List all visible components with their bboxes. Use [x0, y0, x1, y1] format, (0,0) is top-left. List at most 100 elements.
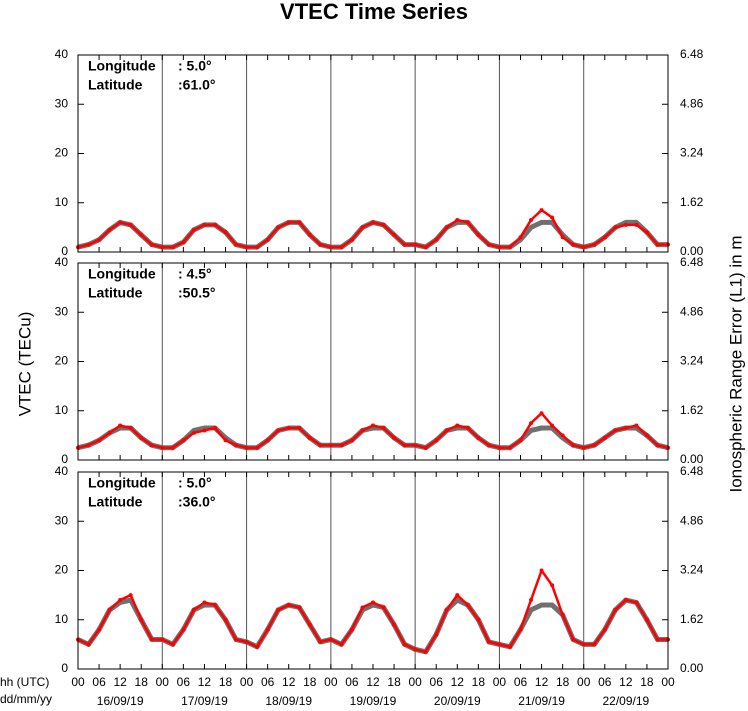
vtec-point [181, 438, 186, 443]
x-tick-label: 06 [177, 675, 191, 689]
annotation: Latitude [88, 77, 143, 93]
y2-tick-label: 6.48 [680, 464, 704, 478]
vtec-point [623, 425, 628, 430]
vtec-point [381, 605, 386, 610]
y-tick-label: 20 [55, 563, 69, 577]
date-label: 17/09/19 [181, 694, 228, 708]
annotation: Longitude [88, 58, 156, 74]
y-tick-label: 10 [55, 403, 69, 417]
vtec-point [476, 617, 481, 622]
vtec-point [286, 602, 291, 607]
vtec-point [402, 642, 407, 647]
vtec-point [191, 607, 196, 612]
vtec-point [360, 428, 365, 433]
vtec-point [423, 445, 428, 450]
x-tick-label: 06 [345, 675, 359, 689]
vtec-point [244, 445, 249, 450]
reference-line [77, 425, 669, 451]
vtec-point [486, 639, 491, 644]
y2-tick-label: 4.86 [680, 96, 704, 110]
vtec-point [149, 242, 154, 247]
vtec-point [518, 235, 523, 240]
y-tick-label: 0 [61, 661, 68, 675]
vtec-point [191, 430, 196, 435]
vtec-point [392, 232, 397, 237]
vtec-point [318, 639, 323, 644]
vtec-point [644, 617, 649, 622]
vtec-point [128, 222, 133, 227]
vtec-point [413, 242, 418, 247]
vtec-point [139, 617, 144, 622]
vtec-point [349, 438, 354, 443]
vtec-point [581, 642, 586, 647]
x-tick-label: 00 [71, 675, 85, 689]
y-tick-label: 30 [55, 513, 69, 527]
vtec-point [476, 435, 481, 440]
vtec-point [128, 425, 133, 430]
vtec-point [86, 443, 91, 448]
vtec-point [560, 235, 565, 240]
annotation: : 5.0° [178, 475, 212, 491]
vtec-point [392, 435, 397, 440]
x-tick-label: 12 [282, 675, 296, 689]
vtec-point [423, 649, 428, 654]
x-axis-label: hh (UTC) [0, 675, 49, 689]
y2-tick-label: 1.62 [680, 195, 704, 209]
vtec-point [118, 598, 123, 603]
vtec-point [202, 222, 207, 227]
y2-tick-label: 0.00 [680, 244, 704, 258]
panel-frame [77, 262, 669, 461]
y-tick-label: 10 [55, 612, 69, 626]
vtec-point [160, 637, 165, 642]
vtec-point [255, 245, 260, 250]
reference-line [77, 219, 668, 250]
vtec-point [434, 237, 439, 242]
x-tick-label: 06 [92, 675, 106, 689]
panel-frame [77, 54, 669, 253]
reference-line [76, 597, 668, 655]
vtec-point [139, 435, 144, 440]
vtec-point [455, 593, 460, 598]
vtec-point [497, 245, 502, 250]
x-tick-label: 12 [451, 675, 465, 689]
vtec-point [276, 225, 281, 230]
vtec-point [339, 245, 344, 250]
vtec-point [486, 242, 491, 247]
vtec-point [371, 423, 375, 428]
x-tick-label: 00 [324, 675, 338, 689]
y2-axis-label: Ionospheric Range Error (L1) in m [726, 235, 745, 492]
vtec-point [212, 425, 217, 430]
vtec-point [602, 627, 607, 632]
vtec-point [297, 220, 302, 225]
y-axis-label: VTEC (TECu) [15, 312, 34, 417]
y2-tick-label: 0.00 [680, 661, 704, 675]
x-tick-label: 00 [408, 675, 422, 689]
vtec-point [286, 220, 291, 225]
vtec-point [592, 642, 597, 647]
vtec-point [255, 644, 260, 649]
x-tick-label: 18 [219, 675, 233, 689]
y-tick-label: 30 [55, 96, 69, 110]
y2-tick-label: 3.24 [680, 146, 704, 160]
annotation: :61.0° [178, 77, 216, 93]
vtec-point [371, 220, 375, 225]
y2-tick-label: 6.48 [680, 47, 704, 61]
vtec-point [455, 423, 460, 428]
vtec-point [539, 208, 544, 213]
x-tick-label: 06 [598, 675, 612, 689]
vtec-point [118, 423, 123, 428]
x-tick-label: 06 [261, 675, 275, 689]
annotation: :36.0° [178, 494, 216, 510]
vtec-point [634, 222, 639, 227]
vtec-point [212, 602, 217, 607]
vtec-point [276, 607, 281, 612]
vtec-point [234, 637, 239, 642]
y2-tick-label: 1.62 [680, 612, 704, 626]
x-tick-label: 18 [387, 675, 401, 689]
vtec-point [560, 612, 565, 617]
x-tick-label: 00 [577, 675, 591, 689]
date-label: 21/09/19 [518, 694, 565, 708]
vtec-point [581, 445, 586, 450]
vtec-point [602, 435, 607, 440]
y2-tick-label: 4.86 [680, 513, 704, 527]
